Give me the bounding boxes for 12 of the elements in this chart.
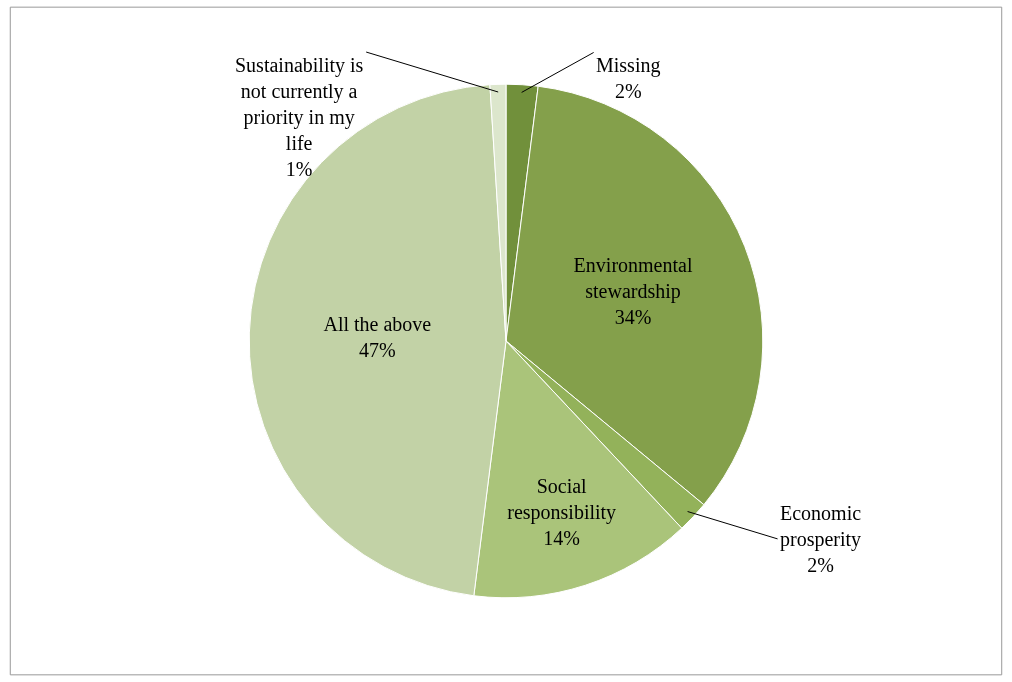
data-label: 47% [358,338,396,361]
data-label: 14% [543,527,580,550]
data-label: 2% [614,80,642,102]
slice-label: Sustainability is not currently a priority in my life [235,54,364,154]
data-label: 34% [614,305,652,328]
slice-label: All the above [323,312,432,335]
data-label: 2% [807,554,834,576]
data-label: 1% [285,158,313,180]
slice-label: Missing [596,54,661,77]
slice-label: Social responsibility [507,475,617,525]
slice-label: Economic prosperity [780,502,862,551]
slice-label: Environmental stewardship [573,253,693,303]
